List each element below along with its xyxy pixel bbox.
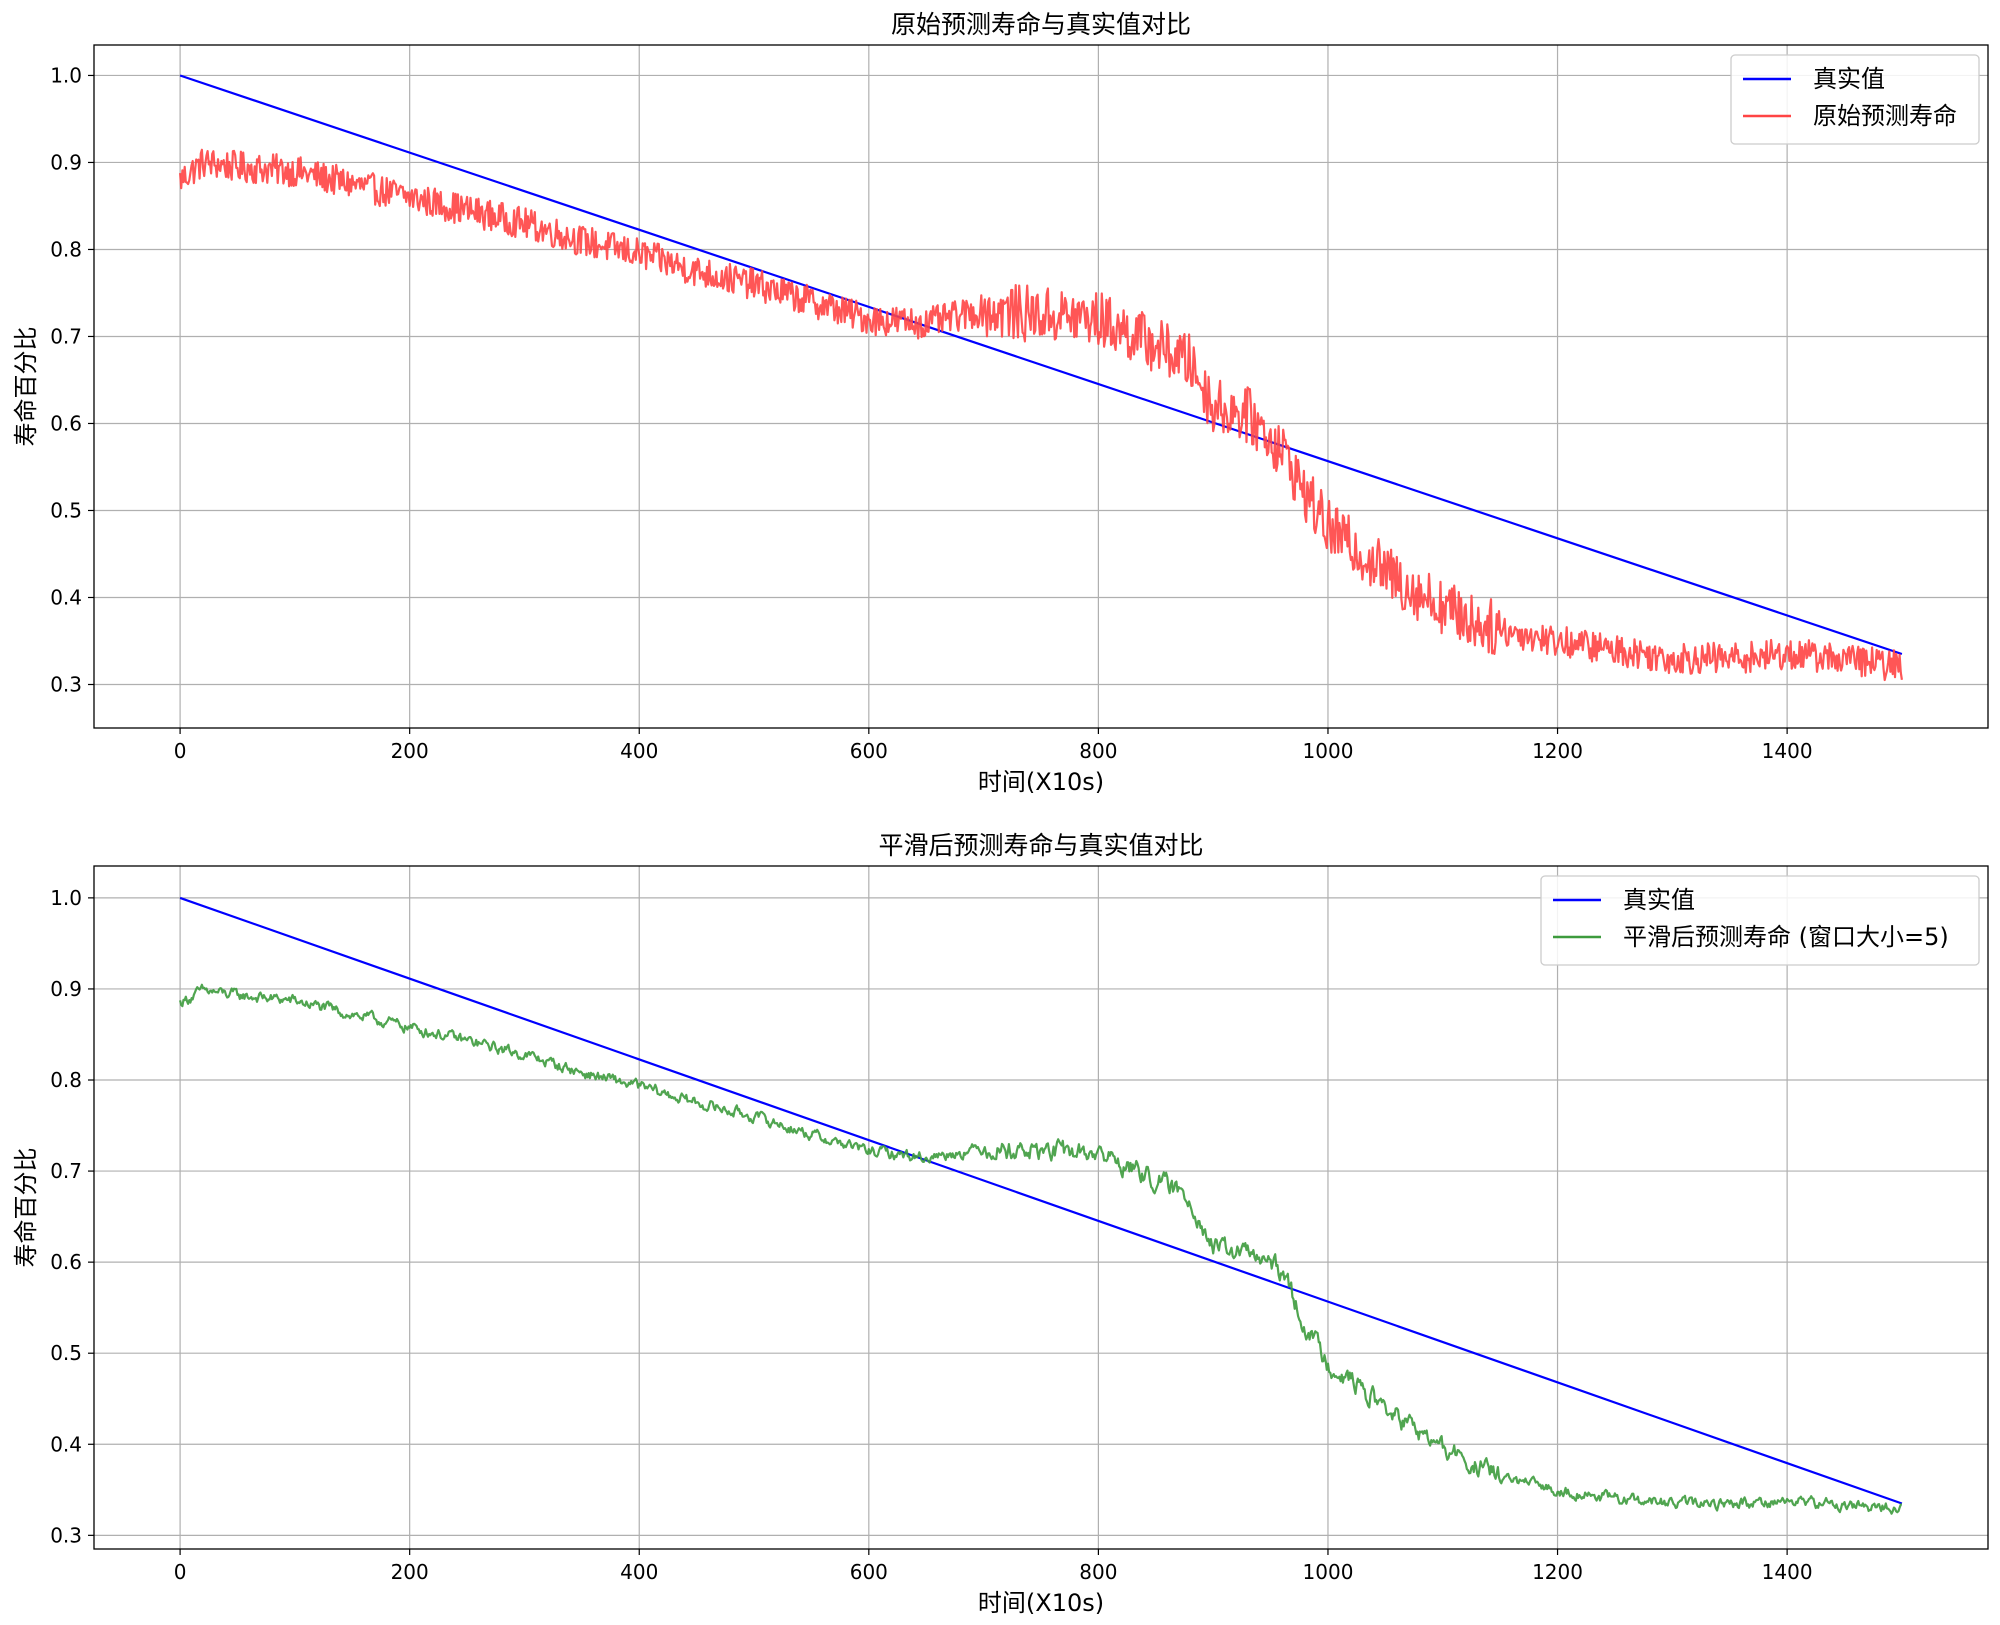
y-tick-label: 0.3 bbox=[50, 672, 82, 696]
series-line-true-value bbox=[179, 896, 1903, 1505]
grid bbox=[94, 45, 1988, 728]
x-tick-label: 1400 bbox=[1762, 1560, 1813, 1584]
y-tick-label: 0.4 bbox=[50, 1432, 82, 1456]
y-tick-label: 0.4 bbox=[50, 585, 82, 609]
x-axis-label: 时间(X10s) bbox=[978, 768, 1104, 796]
legend-label-raw-prediction: 原始预测寿命 bbox=[1813, 102, 1957, 130]
x-tick-label: 0 bbox=[174, 1560, 187, 1584]
y-tick-label: 0.5 bbox=[50, 498, 82, 522]
y-tick-label: 0.6 bbox=[50, 1250, 82, 1274]
x-tick-label: 0 bbox=[174, 739, 187, 763]
x-tick-label: 1000 bbox=[1303, 1560, 1354, 1584]
chart-raw-prediction: 原始预测寿命与真实值对比 0 200 400 600 800 1000 1200 1400 0.… bbox=[12, 10, 1989, 796]
ticks: 0 200 400 600 800 1000 1200 1400 0.3 0.4 0.5 0.6 0.7… bbox=[50, 63, 1812, 763]
y-tick-label: 1.0 bbox=[50, 63, 82, 87]
y-tick-label: 0.9 bbox=[50, 150, 82, 174]
x-axis-label: 时间(X10s) bbox=[978, 1589, 1104, 1617]
y-tick-label: 0.9 bbox=[50, 977, 82, 1001]
y-tick-label: 0.6 bbox=[50, 411, 82, 435]
series-line-true-value bbox=[179, 74, 1903, 656]
y-tick-label: 0.8 bbox=[50, 237, 82, 261]
series-group bbox=[179, 74, 1903, 682]
y-tick-label: 0.5 bbox=[50, 1341, 82, 1365]
x-tick-label: 400 bbox=[620, 739, 658, 763]
y-tick-label: 0.8 bbox=[50, 1068, 82, 1092]
legend-label-true-value: 真实值 bbox=[1813, 65, 1885, 93]
legend-label-smoothed-prediction: 平滑后预测寿命 (窗口大小=5) bbox=[1623, 923, 1949, 951]
x-tick-label: 400 bbox=[620, 1560, 658, 1584]
x-tick-label: 1200 bbox=[1532, 739, 1583, 763]
y-tick-label: 1.0 bbox=[50, 886, 82, 910]
legend: 真实值 平滑后预测寿命 (窗口大小=5) bbox=[1540, 875, 1980, 966]
chart-title: 原始预测寿命与真实值对比 bbox=[891, 10, 1191, 39]
series-line-prediction bbox=[179, 983, 1902, 1515]
axes-frame bbox=[93, 865, 1989, 1550]
chart-title: 平滑后预测寿命与真实值对比 bbox=[878, 831, 1203, 860]
x-tick-label: 1200 bbox=[1532, 1560, 1583, 1584]
y-tick-label: 0.3 bbox=[50, 1523, 82, 1547]
legend-label-true-value: 真实值 bbox=[1623, 886, 1695, 914]
axes-frame bbox=[93, 44, 1989, 729]
legend-box bbox=[1540, 875, 1980, 966]
y-tick-label: 0.7 bbox=[50, 324, 82, 348]
ticks: 0 200 400 600 800 1000 1200 1400 0.3 0.4 0.5 0.6 0.7… bbox=[50, 886, 1812, 1584]
series-line-prediction bbox=[179, 148, 1903, 682]
grid bbox=[94, 866, 1988, 1549]
x-tick-label: 1000 bbox=[1303, 739, 1354, 763]
y-axis-label: 寿命百分比 bbox=[12, 1148, 40, 1268]
x-tick-label: 600 bbox=[850, 739, 888, 763]
x-tick-label: 200 bbox=[391, 739, 429, 763]
series-group bbox=[179, 896, 1903, 1515]
x-tick-label: 800 bbox=[1079, 739, 1117, 763]
x-tick-label: 200 bbox=[391, 1560, 429, 1584]
legend-box bbox=[1730, 54, 1980, 145]
chart-smoothed-prediction: 平滑后预测寿命与真实值对比 0 200 400 600 800 1000 1200 14000… bbox=[12, 831, 1989, 1617]
x-tick-label: 600 bbox=[850, 1560, 888, 1584]
y-axis-label: 寿命百分比 bbox=[12, 327, 40, 447]
x-tick-label: 800 bbox=[1079, 1560, 1117, 1584]
legend: 真实值 原始预测寿命 bbox=[1730, 54, 1980, 145]
y-tick-label: 0.7 bbox=[50, 1159, 82, 1183]
x-tick-label: 1400 bbox=[1762, 739, 1813, 763]
